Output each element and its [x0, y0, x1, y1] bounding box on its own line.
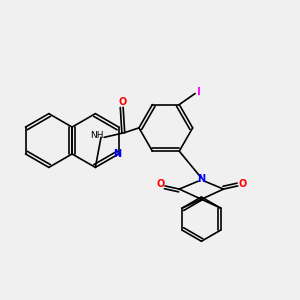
- Text: N: N: [113, 149, 121, 159]
- Text: O: O: [156, 179, 164, 189]
- Text: NH: NH: [90, 131, 104, 140]
- Text: O: O: [238, 179, 247, 189]
- Text: O: O: [119, 97, 127, 106]
- Text: N: N: [197, 174, 206, 184]
- Text: I: I: [197, 87, 201, 97]
